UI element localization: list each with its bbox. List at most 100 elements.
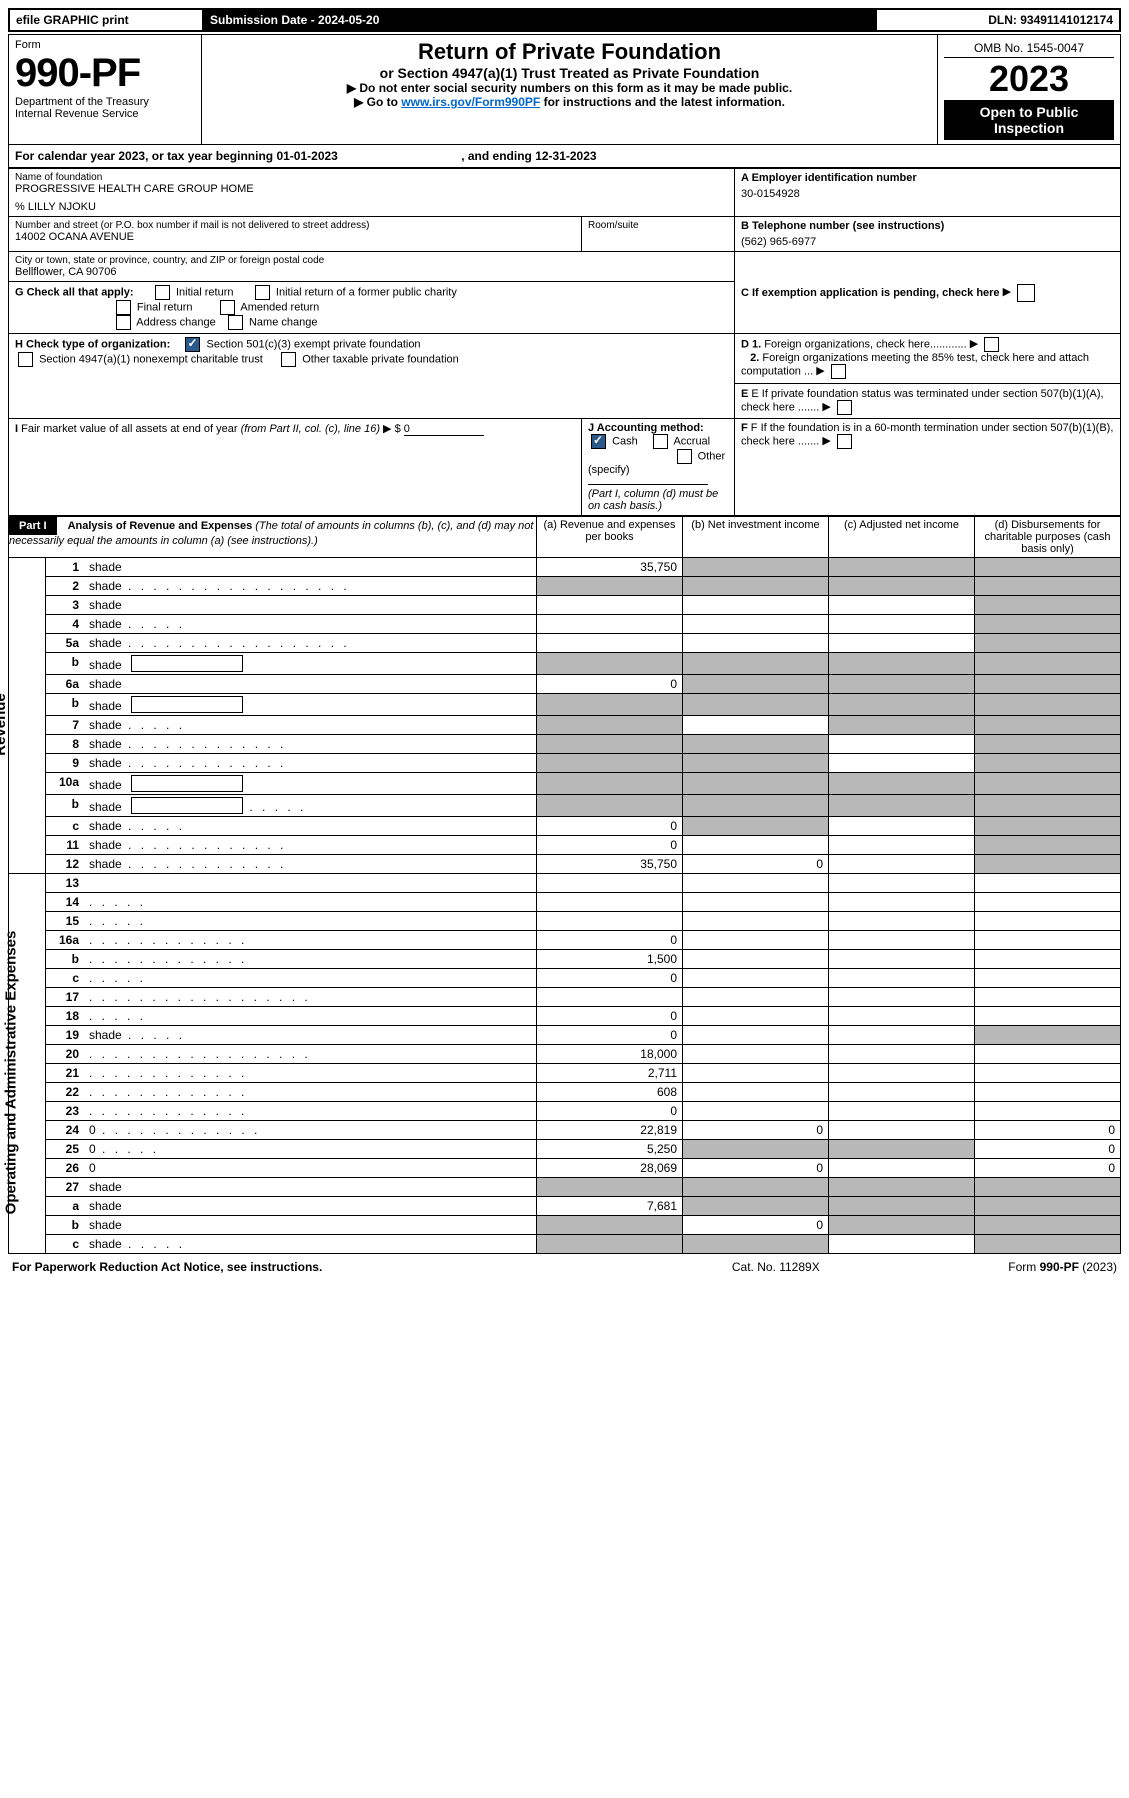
j-label: J Accounting method: [588, 422, 704, 434]
g-final-checkbox[interactable] [116, 300, 131, 315]
cell-a: 0 [537, 1026, 683, 1045]
j-other-checkbox[interactable] [677, 449, 692, 464]
h-other-checkbox[interactable] [281, 352, 296, 367]
cell-d [975, 950, 1121, 969]
table-row: 26028,06900 [9, 1159, 1121, 1178]
line-desc: shade [85, 754, 537, 773]
cell-b: 0 [683, 1216, 829, 1235]
dept: Department of the Treasury [15, 96, 195, 108]
cell-c [829, 795, 975, 817]
d2-checkbox[interactable] [831, 364, 846, 379]
line-desc [85, 950, 537, 969]
g-initial-former-checkbox[interactable] [255, 285, 270, 300]
footer-mid: Cat. No. 11289X [675, 1258, 876, 1276]
line-number: 10a [46, 773, 86, 795]
cell-d [975, 1083, 1121, 1102]
efile-button[interactable]: efile GRAPHIC print [9, 9, 203, 31]
irs-link[interactable]: www.irs.gov/Form990PF [401, 95, 540, 109]
cell-c [829, 1045, 975, 1064]
cell-c [829, 874, 975, 893]
g-initial-checkbox[interactable] [155, 285, 170, 300]
form-subtitle: or Section 4947(a)(1) Trust Treated as P… [208, 65, 931, 81]
g-address: Address change [136, 316, 216, 328]
d1-checkbox[interactable] [984, 337, 999, 352]
calendar-year: For calendar year 2023, or tax year begi… [8, 145, 1121, 168]
city-value: Bellflower, CA 90706 [15, 266, 728, 278]
cell-c [829, 1235, 975, 1254]
g-address-checkbox[interactable] [116, 315, 131, 330]
cell-d [975, 1235, 1121, 1254]
cell-d [975, 912, 1121, 931]
table-row: 22608 [9, 1083, 1121, 1102]
cell-a: 35,750 [537, 855, 683, 874]
line-desc [85, 912, 537, 931]
cell-c [829, 1121, 975, 1140]
cell-b: 0 [683, 1159, 829, 1178]
line-number: 21 [46, 1064, 86, 1083]
line-desc: 0 [85, 1140, 537, 1159]
cell-a: 608 [537, 1083, 683, 1102]
table-row: bshade0 [9, 1216, 1121, 1235]
cell-d [975, 874, 1121, 893]
table-row: cshade [9, 1235, 1121, 1254]
line-desc: shade [85, 836, 537, 855]
cell-b [683, 795, 829, 817]
cell-d [975, 735, 1121, 754]
table-row: 12shade35,7500 [9, 855, 1121, 874]
cell-b [683, 817, 829, 836]
room-label: Room/suite [588, 220, 728, 231]
h-4947: Section 4947(a)(1) nonexempt charitable … [39, 353, 263, 365]
table-row: 27shade [9, 1178, 1121, 1197]
c-label: C If exemption application is pending, c… [741, 286, 1000, 298]
cell-b [683, 1064, 829, 1083]
cell-d: 0 [975, 1159, 1121, 1178]
g-label: G Check all that apply: [15, 286, 134, 298]
g-name-checkbox[interactable] [228, 315, 243, 330]
cell-a: 0 [537, 817, 683, 836]
h-label: H Check type of organization: [15, 338, 170, 350]
cell-d [975, 1045, 1121, 1064]
cell-d [975, 716, 1121, 735]
line-number: a [46, 1197, 86, 1216]
footer-right: Form 990-PF (2023) [876, 1258, 1121, 1276]
cell-c [829, 1026, 975, 1045]
line-desc [85, 874, 537, 893]
f-checkbox[interactable] [837, 434, 852, 449]
cell-d [975, 931, 1121, 950]
j-accrual-checkbox[interactable] [653, 434, 668, 449]
cell-b [683, 874, 829, 893]
cell-d [975, 817, 1121, 836]
cell-d [975, 1178, 1121, 1197]
j-cash-checkbox[interactable] [591, 434, 606, 449]
e-checkbox[interactable] [837, 400, 852, 415]
line-desc: 0 [85, 1159, 537, 1178]
line-number: 14 [46, 893, 86, 912]
cell-c [829, 988, 975, 1007]
cell-b [683, 1007, 829, 1026]
cell-b [683, 773, 829, 795]
line-number: c [46, 1235, 86, 1254]
line-number: 3 [46, 596, 86, 615]
cell-c [829, 1064, 975, 1083]
line-desc [85, 1045, 537, 1064]
g-amended-checkbox[interactable] [220, 300, 235, 315]
cell-b [683, 950, 829, 969]
cell-a: 0 [537, 1102, 683, 1121]
c-checkbox[interactable] [1017, 284, 1035, 302]
cell-a [537, 615, 683, 634]
cell-c [829, 773, 975, 795]
cell-b [683, 615, 829, 634]
g-name: Name change [249, 316, 318, 328]
h-501c3-checkbox[interactable] [185, 337, 200, 352]
cell-d [975, 596, 1121, 615]
table-row: 5ashade [9, 634, 1121, 653]
cell-d [975, 1026, 1121, 1045]
h-4947-checkbox[interactable] [18, 352, 33, 367]
care-of: % LILLY NJOKU [15, 201, 728, 213]
form-number: 990-PF [15, 51, 195, 96]
table-row: Revenue1shade35,750 [9, 558, 1121, 577]
line-desc [85, 988, 537, 1007]
g-final: Final return [137, 301, 193, 313]
street-address: 14002 OCANA AVENUE [15, 231, 575, 243]
cell-d [975, 675, 1121, 694]
